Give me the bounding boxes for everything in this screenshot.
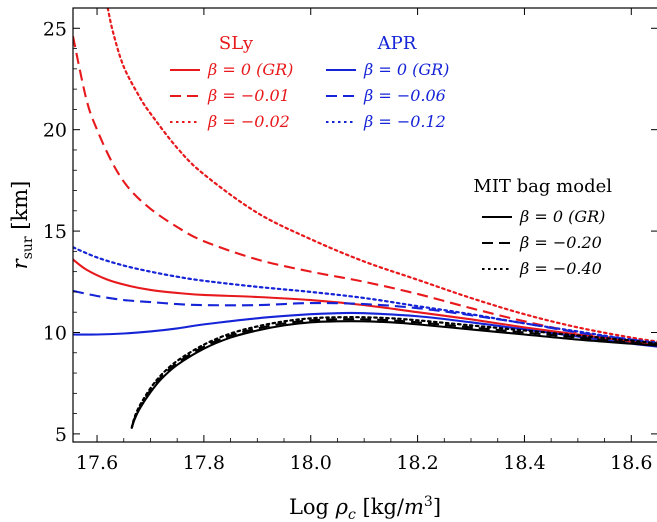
- y-tick-label: 25: [43, 18, 67, 40]
- legend-label-sly-0: β = 0 (GR): [207, 60, 293, 79]
- legend-label-apr-1: β = −0.06: [363, 86, 446, 105]
- y-tick-label: 10: [43, 322, 67, 344]
- y-tick-label: 5: [55, 424, 67, 446]
- legend-label-sly-1: β = −0.01: [207, 86, 290, 105]
- legend-heading-apr: APR: [377, 33, 417, 54]
- series-line-apr-beta-0-12: [73, 246, 657, 344]
- series-line-mit-bag-model-beta-0-20: [130, 318, 657, 429]
- legend-heading-mit-bag-model: MIT bag model: [473, 176, 612, 197]
- series-layer: [73, 8, 657, 429]
- y-axis-title: rsur [km]: [8, 181, 36, 270]
- x-tick-label: 18.2: [396, 452, 438, 474]
- legend-label-mit-bag-model-0: β = 0 (GR): [519, 207, 605, 226]
- y-tick-label: 15: [43, 221, 67, 243]
- x-axis-title: Log ρc [kg/m3]: [289, 494, 441, 522]
- y-tick-label: 20: [43, 120, 67, 142]
- axis-ticks: 17.6 17.8 18.0 18.2 18.4 18.6 5 10 15 20 25: [43, 8, 657, 474]
- series-line-sly-beta-0-02: [106, 8, 657, 343]
- series-line-mit-bag-model-beta-0-gr: [130, 320, 657, 429]
- x-tick-label: 17.8: [183, 452, 225, 474]
- series-line-mit-bag-model-beta-0-40: [130, 316, 657, 429]
- legend-heading-sly: SLy: [219, 33, 254, 54]
- legend-label-apr-2: β = −0.12: [363, 112, 446, 131]
- legend-label-apr-0: β = 0 (GR): [363, 60, 449, 79]
- legend-label-mit-bag-model-2: β = −0.40: [519, 259, 602, 278]
- series-line-sly-beta-0-01: [73, 36, 657, 345]
- x-tick-label: 17.6: [76, 452, 118, 474]
- legend-label-sly-2: β = −0.02: [207, 112, 290, 131]
- legend: SLy β = 0 (GR) β = −0.01 β = −0.02 APR β = 0 …: [170, 33, 612, 278]
- x-tick-label: 18.0: [290, 452, 332, 474]
- x-tick-label: 18.4: [503, 452, 545, 474]
- series-line-sly-beta-0-gr: [73, 258, 657, 347]
- series-line-apr-beta-0-06: [73, 289, 657, 345]
- plot-frame: [72, 7, 657, 443]
- x-tick-label: 18.6: [610, 452, 652, 474]
- legend-label-mit-bag-model-1: β = −0.20: [519, 233, 602, 252]
